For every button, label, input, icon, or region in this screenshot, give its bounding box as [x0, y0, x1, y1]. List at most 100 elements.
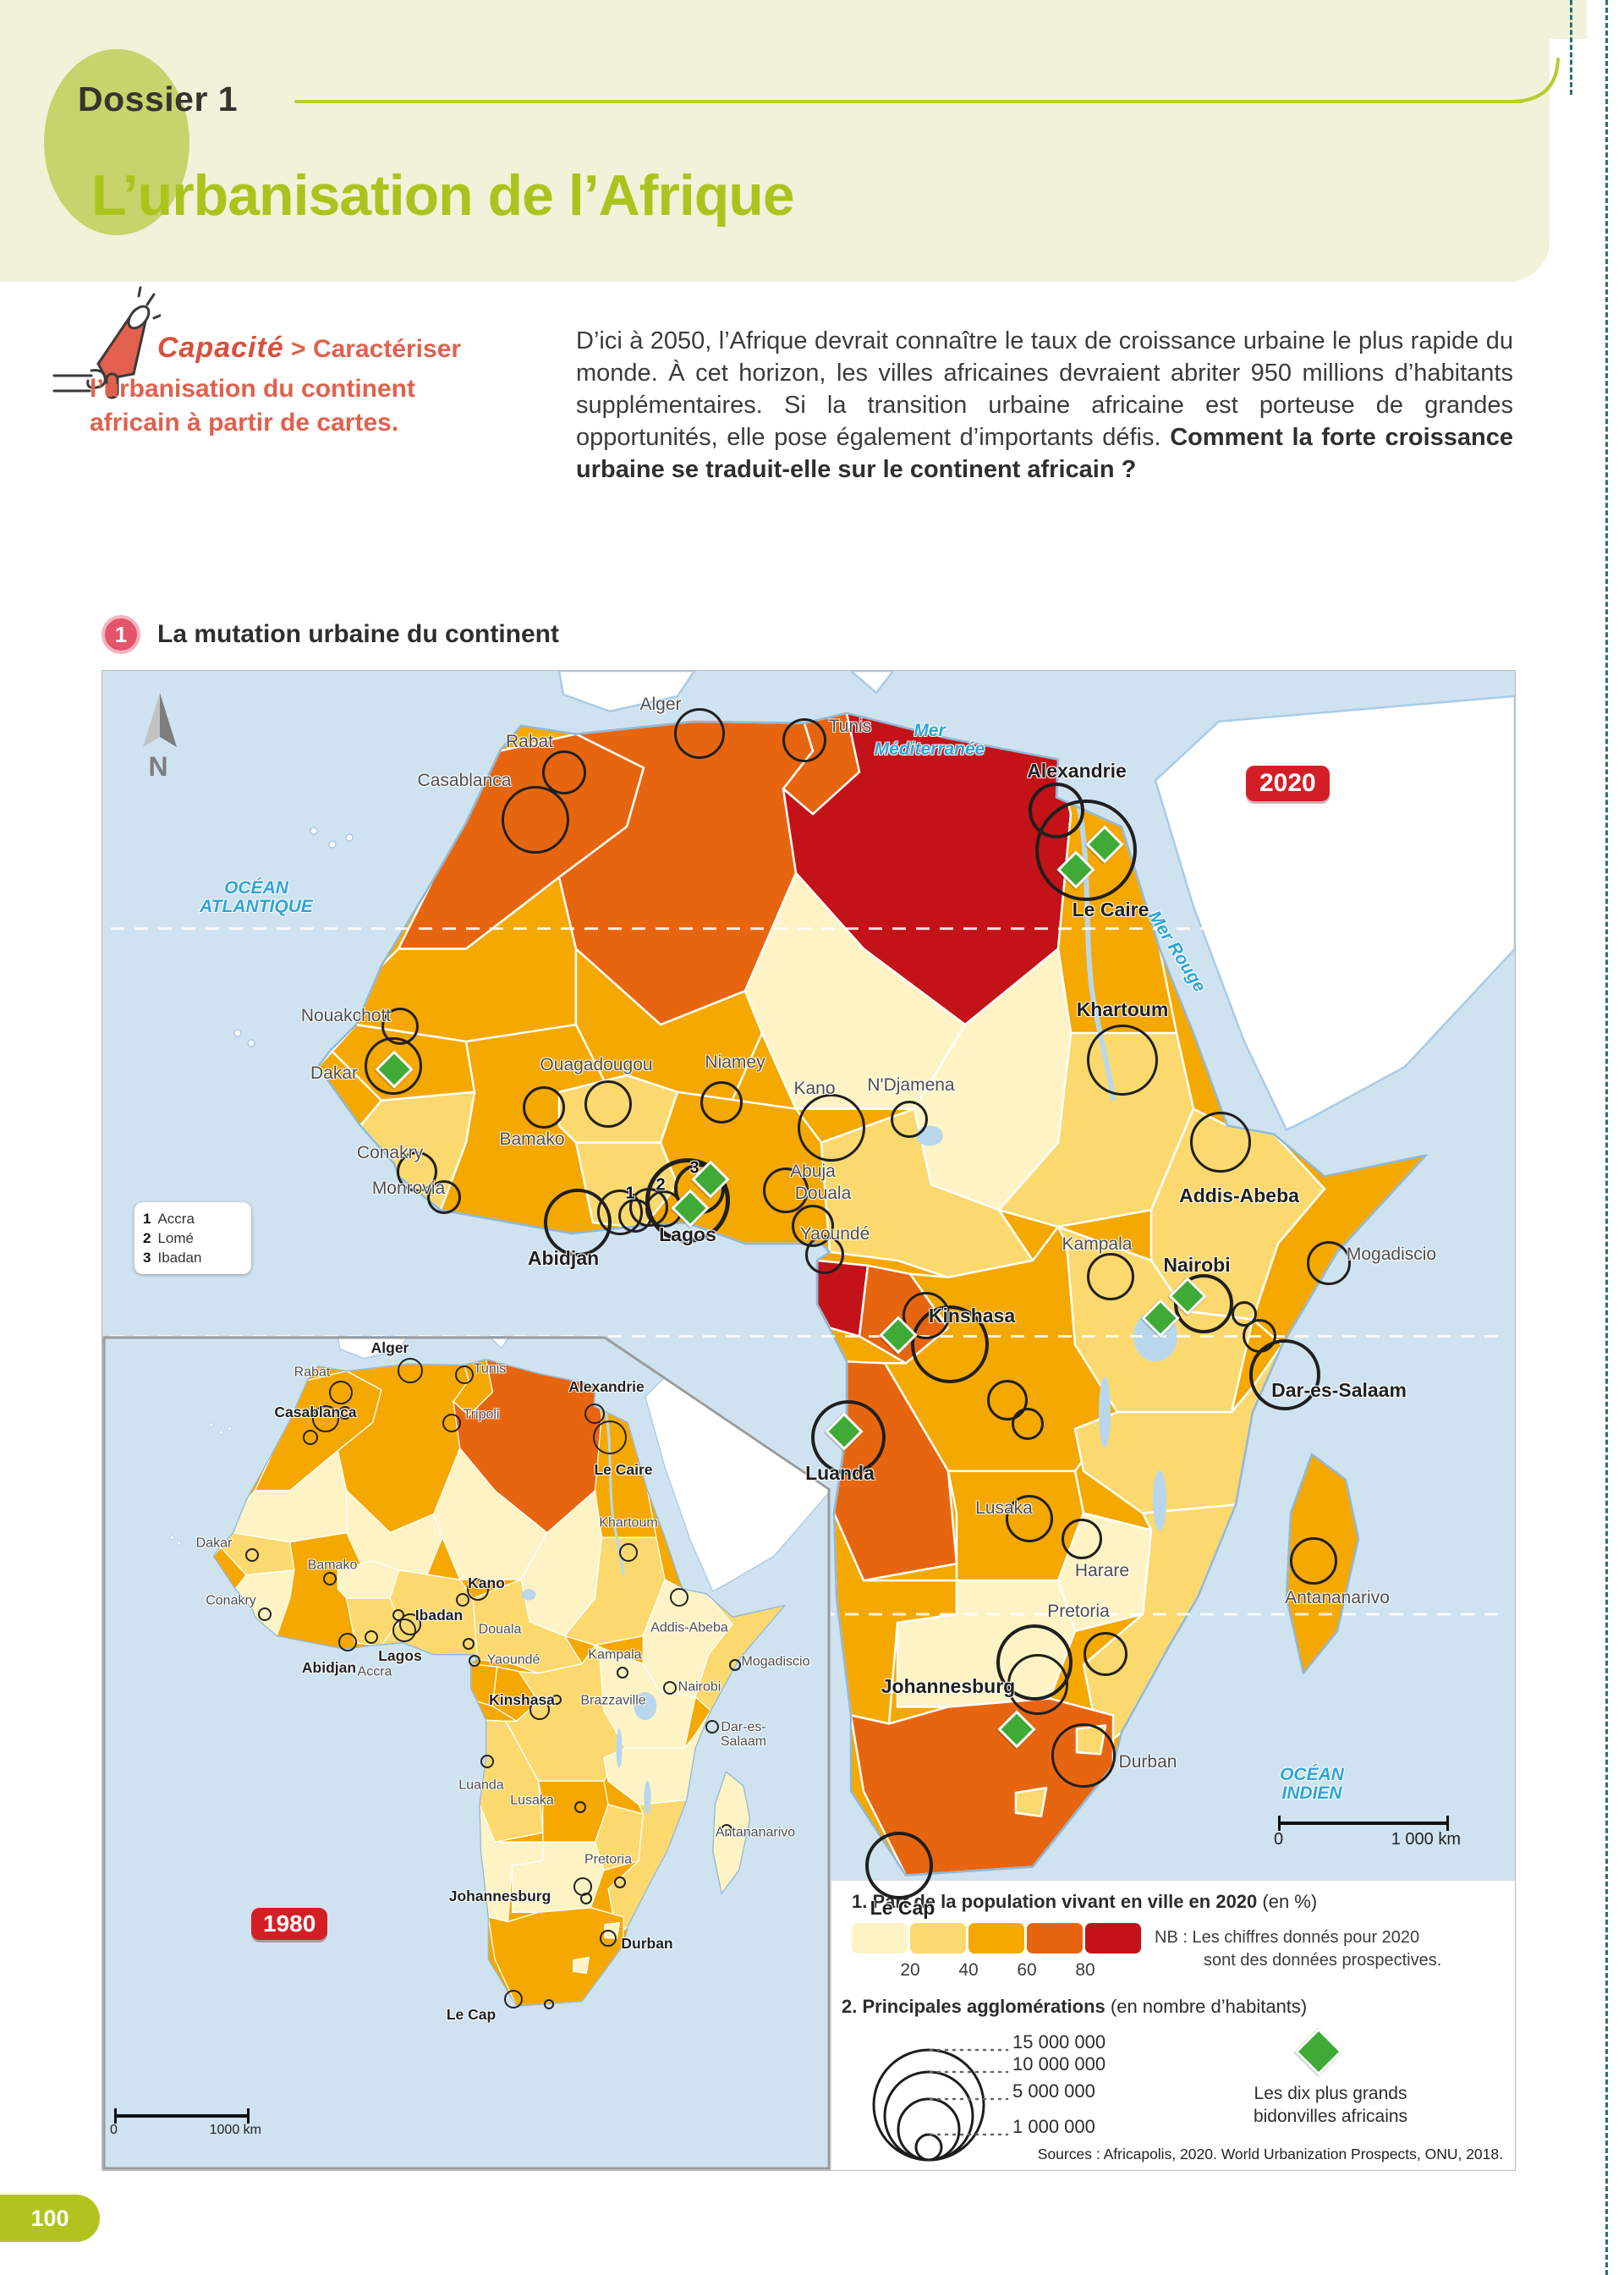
city-circle [805, 1235, 844, 1274]
legend-swatch [852, 1923, 908, 1954]
city-label: Kampala [588, 1647, 642, 1662]
city-circle [365, 1630, 378, 1644]
city-circle [798, 1094, 865, 1162]
page-number: 100 [0, 2195, 100, 2242]
header-rule-hook-icon [1512, 58, 1560, 103]
dossier-label: Dossier 1 [78, 80, 239, 118]
city-label: Luanda [805, 1461, 875, 1484]
city-label: Lagos [659, 1223, 716, 1245]
slum-diamond-icon [1294, 2027, 1343, 2076]
city-label: 3 [689, 1158, 700, 1178]
doc-number-badge: 1 [102, 615, 140, 654]
city-circle [245, 1548, 259, 1562]
city-circle [392, 1618, 416, 1642]
legend-nb-line2: sont des données prospectives. [1204, 1951, 1442, 1970]
city-circle [580, 1893, 592, 1904]
city-circle [463, 1638, 475, 1650]
scalebar-line [114, 2108, 250, 2124]
city-circle [338, 1633, 357, 1651]
city-circle [1232, 1301, 1257, 1327]
city-circle [1012, 1408, 1044, 1440]
city-label: Mogadiscio [1346, 1244, 1437, 1264]
legend-title-2-suffix: (en nombre d’habitants) [1105, 1996, 1308, 2017]
scalebar-max: 1000 km [209, 2123, 261, 2137]
scalebar-zero: 0 [110, 2123, 118, 2137]
page-title: L’urbanisation de l’Afrique [91, 163, 795, 228]
city-circle [614, 1877, 626, 1888]
city-label: Lagos [378, 1646, 422, 1664]
map-1980: 1980 0 1000 km Alger Tunis Rabat Tripoli Cas… [102, 1336, 831, 2170]
city-circle [782, 718, 826, 762]
legend-nb: NB : Les chiffres donnés pour 2020 sont … [1155, 1926, 1503, 1972]
city-callout-box: 1 Accra 2 Lomé 3 Ibadan [134, 1202, 251, 1274]
city-label: Kinshasa [928, 1304, 1016, 1327]
city-circle [674, 708, 725, 759]
dossier-circle [44, 49, 189, 235]
year-badge-2020: 2020 [1246, 766, 1330, 801]
city-label: Le Cap [446, 2005, 497, 2023]
city-label: Dakar [310, 1063, 359, 1083]
city-circle [456, 1593, 469, 1607]
legend-swatch [1027, 1923, 1083, 1954]
city-label: Douala [794, 1183, 852, 1203]
city-label: Conakry [356, 1142, 424, 1162]
city-circle [891, 1101, 928, 1138]
city-circle [502, 786, 569, 854]
city-label: Alger [639, 694, 682, 714]
city-circle [504, 1990, 523, 2008]
city-label: Ouagadougou [540, 1054, 653, 1074]
city-label: Tunis [828, 716, 872, 736]
city-label: Rabat [505, 731, 554, 751]
city-circle [584, 1080, 632, 1128]
city-label: Bamako [307, 1558, 358, 1573]
city-circle [584, 1404, 605, 1424]
city-label: Luanda [458, 1778, 504, 1793]
city-circle [455, 1366, 474, 1384]
city-label: Le Caire [594, 1460, 653, 1478]
capacity-lead: Caractériser [312, 335, 462, 363]
compass-icon: N [143, 693, 177, 782]
city-label: Brazzaville [580, 1693, 646, 1708]
city-label: Ibadan [414, 1606, 464, 1624]
city-circle [1006, 1495, 1053, 1542]
city-label: Johannesburg [881, 1674, 1016, 1697]
city-circle [593, 1421, 627, 1454]
city-label: Rabat [294, 1365, 331, 1380]
slum-legend-line1: Les dix plus grands [1254, 2084, 1407, 2103]
callout-number: 1 [143, 1211, 151, 1227]
slum-legend-line2: bidonvilles africains [1253, 2107, 1408, 2126]
city-circle [1051, 1723, 1116, 1788]
city-label: 1 [625, 1184, 635, 1203]
city-circle [469, 1655, 480, 1667]
header-rule [294, 100, 1522, 103]
city-circle [1243, 1319, 1276, 1353]
city-circle [911, 1305, 989, 1383]
city-label: Antananarivo [1285, 1587, 1390, 1607]
city-circle [329, 1381, 353, 1404]
capacity-text: l’urbanisation du continent africain à p… [90, 375, 415, 437]
legend-swatch [910, 1923, 966, 1954]
water-label: Mer Méditerranée [874, 720, 985, 759]
city-circle [544, 1999, 554, 2009]
callout-number: 2 [143, 1230, 151, 1246]
city-circle [258, 1607, 272, 1621]
city-circle [987, 1380, 1028, 1421]
city-label: Kano [793, 1078, 836, 1098]
city-circle [1307, 1241, 1351, 1285]
city-label: Abidjan [301, 1658, 357, 1676]
legend-size-label: 1 000 000 [1012, 2116, 1095, 2137]
city-label: Dar-es-Salaam [1271, 1378, 1407, 1401]
city-label: Yaoundé [799, 1223, 870, 1244]
legend-title-1-bold: 1. Part de la population vivant en ville… [852, 1891, 1258, 1912]
legend-title-2: 2. Principales agglomérations (en nombre… [842, 1996, 1307, 2018]
scalebar-line [1278, 1816, 1449, 1831]
city-circle [763, 1168, 809, 1213]
intro-paragraph: D’ici à 2050, l’Afrique devrait connaîtr… [576, 325, 1513, 486]
city-label: Nouakchott [300, 1005, 392, 1025]
city-label: N'Djamena [867, 1074, 955, 1095]
city-label: Casablanca [417, 770, 512, 790]
city-circle [1084, 1632, 1127, 1676]
city-circle [427, 1180, 461, 1214]
city-label: Alexandrie [568, 1377, 645, 1395]
